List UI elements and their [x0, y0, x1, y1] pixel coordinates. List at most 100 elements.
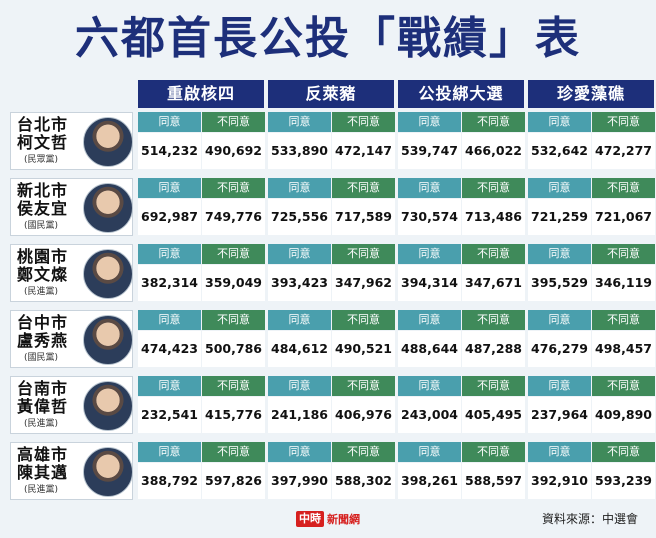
portrait-icon: [83, 183, 133, 233]
topic-header: 公投綁大選: [398, 80, 524, 108]
party-label: (民進黨): [24, 287, 59, 297]
city-label: 台中市: [17, 313, 69, 332]
vote-count: 474,423: [138, 331, 201, 367]
vote-count: 514,232: [138, 133, 201, 169]
vote-count: 721,259: [528, 199, 591, 235]
leader-card: 台南市 黃偉哲 (民進黨): [10, 376, 133, 434]
table-row: 台南市 黃偉哲 (民進黨) 同意 232,541 不同意 415,776 同意 241,186 不…: [0, 376, 656, 434]
disagree-label: 不同意: [592, 310, 655, 330]
agree-label: 同意: [398, 178, 461, 198]
agree-cell: 同意 474,423: [138, 310, 201, 368]
agree-cell: 同意 484,612: [268, 310, 331, 368]
agree-cell: 同意 393,423: [268, 244, 331, 302]
leader-card: 高雄市 陳其邁 (民進黨): [10, 442, 133, 500]
vote-count: 588,302: [332, 463, 395, 499]
vote-count: 597,826: [202, 463, 265, 499]
city-label: 桃園市: [17, 247, 69, 266]
table-row: 台中市 盧秀燕 (國民黨) 同意 474,423 不同意 500,786 同意 484,612 不…: [0, 310, 656, 368]
agree-label: 同意: [528, 310, 591, 330]
city-label: 新北市: [17, 181, 69, 200]
party-label: (國民黨): [24, 221, 59, 231]
vote-count: 243,004: [398, 397, 461, 433]
vote-count: 409,890: [592, 397, 655, 433]
disagree-label: 不同意: [592, 376, 655, 396]
portrait-icon: [83, 381, 133, 431]
disagree-cell: 不同意 346,119: [592, 244, 655, 302]
disagree-cell: 不同意 472,277: [592, 112, 655, 170]
vote-count: 484,612: [268, 331, 331, 367]
vote-count: 532,642: [528, 133, 591, 169]
disagree-label: 不同意: [202, 442, 265, 462]
agree-cell: 同意 730,574: [398, 178, 461, 236]
party-label: (國民黨): [24, 353, 59, 363]
disagree-label: 不同意: [462, 442, 525, 462]
disagree-cell: 不同意 593,239: [592, 442, 655, 500]
disagree-label: 不同意: [462, 112, 525, 132]
vote-count: 717,589: [332, 199, 395, 235]
table-row: 新北市 侯友宜 (國民黨) 同意 692,987 不同意 749,776 同意 725,556 不…: [0, 178, 656, 236]
agree-cell: 同意 533,890: [268, 112, 331, 170]
vote-count: 730,574: [398, 199, 461, 235]
agree-label: 同意: [138, 244, 201, 264]
vote-count: 388,792: [138, 463, 201, 499]
vote-count: 232,541: [138, 397, 201, 433]
vote-count: 397,990: [268, 463, 331, 499]
party-label: (民眾黨): [24, 155, 59, 165]
vote-count: 713,486: [462, 199, 525, 235]
vote-count: 721,067: [592, 199, 655, 235]
disagree-cell: 不同意 597,826: [202, 442, 265, 500]
vote-count: 490,692: [202, 133, 265, 169]
vote-count: 472,277: [592, 133, 655, 169]
portrait-icon: [83, 315, 133, 365]
topic-header: 反萊豬: [268, 80, 394, 108]
vote-count: 359,049: [202, 265, 265, 301]
vote-count: 393,423: [268, 265, 331, 301]
vote-count: 415,776: [202, 397, 265, 433]
agree-label: 同意: [398, 442, 461, 462]
party-label: (民進黨): [24, 419, 59, 429]
mayor-name: 黃偉哲: [17, 397, 69, 416]
disagree-cell: 不同意 406,976: [332, 376, 395, 434]
disagree-label: 不同意: [462, 310, 525, 330]
agree-label: 同意: [138, 376, 201, 396]
disagree-cell: 不同意 466,022: [462, 112, 525, 170]
city-label: 台北市: [17, 115, 69, 134]
agree-cell: 同意 721,259: [528, 178, 591, 236]
vote-count: 533,890: [268, 133, 331, 169]
agree-cell: 同意 398,261: [398, 442, 461, 500]
disagree-cell: 不同意 347,671: [462, 244, 525, 302]
vote-count: 476,279: [528, 331, 591, 367]
disagree-cell: 不同意 749,776: [202, 178, 265, 236]
agree-cell: 同意 392,910: [528, 442, 591, 500]
city-label: 台南市: [17, 379, 69, 398]
leader-card: 台北市 柯文哲 (民眾黨): [10, 112, 133, 170]
disagree-cell: 不同意 588,302: [332, 442, 395, 500]
agree-label: 同意: [268, 310, 331, 330]
mayor-name: 柯文哲: [17, 133, 69, 152]
vote-count: 488,644: [398, 331, 461, 367]
agree-cell: 同意 692,987: [138, 178, 201, 236]
disagree-label: 不同意: [202, 244, 265, 264]
agree-label: 同意: [398, 376, 461, 396]
disagree-label: 不同意: [592, 178, 655, 198]
disagree-label: 不同意: [202, 376, 265, 396]
vote-count: 241,186: [268, 397, 331, 433]
vote-count: 398,261: [398, 463, 461, 499]
agree-label: 同意: [138, 112, 201, 132]
portrait-icon: [83, 249, 133, 299]
agree-label: 同意: [268, 442, 331, 462]
vote-count: 237,964: [528, 397, 591, 433]
disagree-label: 不同意: [462, 376, 525, 396]
disagree-label: 不同意: [332, 112, 395, 132]
agree-label: 同意: [398, 310, 461, 330]
vote-count: 405,495: [462, 397, 525, 433]
agree-cell: 同意 476,279: [528, 310, 591, 368]
leader-card: 新北市 侯友宜 (國民黨): [10, 178, 133, 236]
mayor-name: 鄭文燦: [17, 265, 69, 284]
vote-count: 498,457: [592, 331, 655, 367]
portrait-icon: [83, 447, 133, 497]
disagree-cell: 不同意 490,521: [332, 310, 395, 368]
disagree-cell: 不同意 472,147: [332, 112, 395, 170]
disagree-cell: 不同意 713,486: [462, 178, 525, 236]
vote-count: 539,747: [398, 133, 461, 169]
